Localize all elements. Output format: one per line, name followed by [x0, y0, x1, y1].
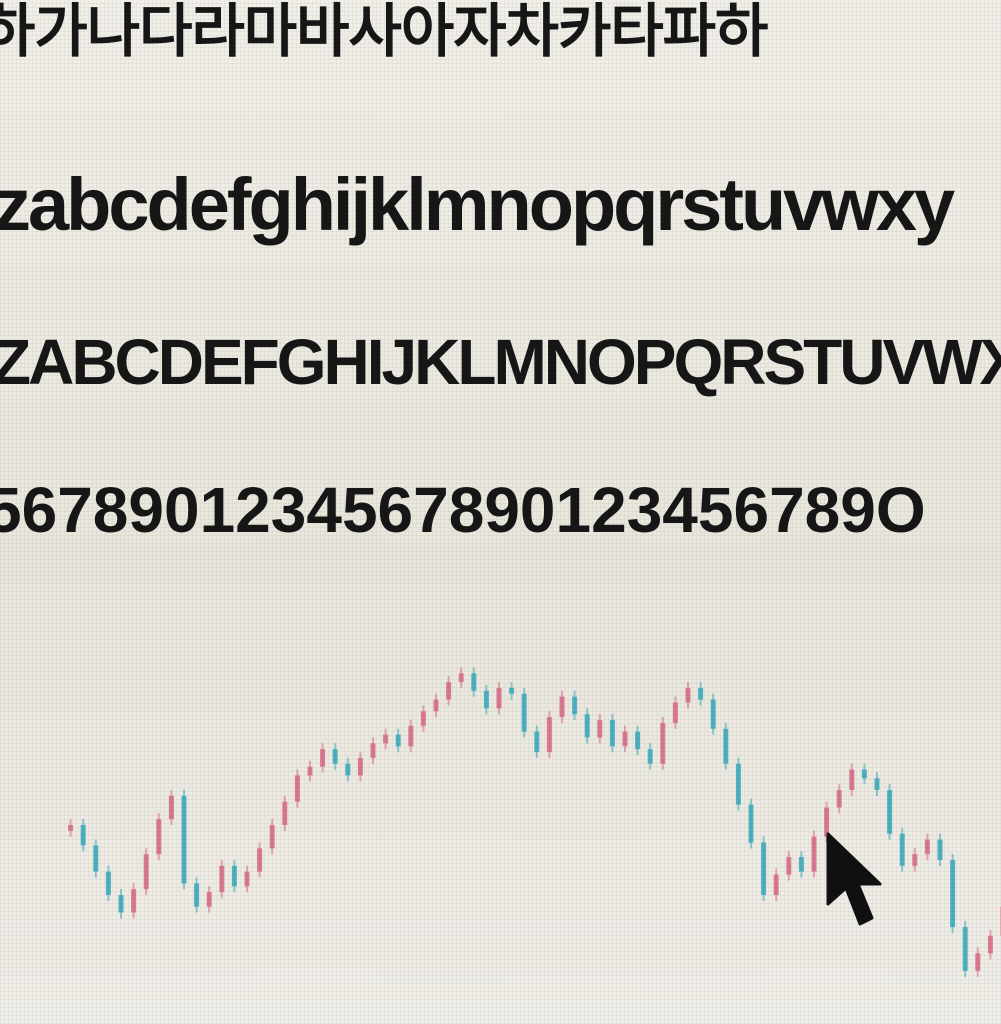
lowercase-sample-line: zabcdefghijklmnopqrstuvwxy: [0, 163, 955, 246]
candle-body: [710, 699, 716, 729]
candle-body: [294, 775, 300, 802]
candle-body: [761, 842, 767, 895]
candle-body: [622, 731, 628, 747]
candle-body: [269, 825, 275, 849]
candle-body: [597, 720, 603, 738]
candle-body: [383, 734, 389, 744]
candle-body: [257, 848, 263, 872]
candle-body: [483, 690, 489, 709]
candle-body: [408, 725, 414, 747]
candle-body: [219, 865, 225, 893]
candle-body: [194, 883, 200, 907]
candle-body: [609, 720, 615, 747]
candle-body: [836, 790, 842, 808]
candle-body: [685, 687, 691, 703]
digits-sample-line: 5678901234567890123456789O: [0, 474, 926, 546]
candle-body: [635, 731, 641, 750]
candle-body: [509, 687, 515, 694]
candle-body: [899, 833, 905, 866]
candle-body: [924, 839, 930, 855]
candle-body: [471, 673, 477, 691]
price-chart[interactable]: [0, 600, 1001, 1024]
candle-body: [433, 699, 439, 712]
candle-body: [282, 801, 288, 825]
candle-body: [950, 860, 956, 928]
candle-body: [156, 819, 162, 855]
candle-body: [307, 766, 313, 776]
candle-body: [786, 857, 792, 875]
candle-body: [962, 927, 968, 971]
candle-body: [773, 874, 779, 895]
candle-body: [572, 696, 578, 715]
candle-body: [105, 871, 111, 895]
candle-body: [496, 687, 502, 709]
candle-body: [345, 763, 351, 776]
candle-body: [446, 682, 452, 700]
candle-body: [660, 722, 666, 764]
candle-body: [647, 749, 653, 764]
candle-body: [723, 728, 729, 764]
candle-body: [937, 839, 943, 860]
candle-body: [320, 749, 326, 767]
candle-body: [231, 865, 237, 887]
candle-body: [748, 804, 754, 843]
candle-series: [68, 667, 1001, 977]
candle-body: [395, 734, 401, 747]
candle-body: [874, 778, 880, 790]
candle-body: [118, 895, 124, 913]
candle-body: [168, 795, 174, 820]
candle-body: [181, 795, 187, 884]
candle-body: [559, 696, 565, 718]
candle-body: [244, 871, 250, 887]
candle-body: [534, 731, 540, 753]
candle-body: [131, 889, 137, 913]
candle-body: [80, 825, 86, 846]
candle-body: [912, 854, 918, 866]
candle-body: [458, 673, 464, 683]
candle-body: [824, 807, 830, 837]
candle-body: [672, 702, 678, 723]
candle-body: [206, 892, 212, 907]
candle-body: [861, 769, 867, 779]
candle-body: [332, 749, 338, 764]
candle-body: [584, 714, 590, 738]
candle-body: [735, 763, 741, 805]
candle-body: [521, 693, 527, 732]
candle-body: [357, 757, 363, 776]
candle-body: [143, 854, 149, 890]
price-chart-canvas[interactable]: [0, 600, 1001, 1024]
candle-body: [987, 935, 993, 954]
candle-body: [546, 717, 552, 753]
candle-body: [420, 711, 426, 726]
candle-body: [798, 857, 804, 872]
candle-body: [811, 836, 817, 872]
candle-body: [68, 825, 74, 831]
candle-body: [93, 845, 99, 872]
candle-body: [975, 953, 981, 971]
uppercase-sample-line: ZABCDEFGHIJKLMNOPQRSTUVWXY: [0, 326, 1001, 398]
candle-body: [849, 769, 855, 790]
candle-body: [887, 790, 893, 834]
candle-body: [698, 687, 704, 700]
arrow-cursor-icon: [826, 832, 886, 932]
candle-body: [370, 743, 376, 758]
hangul-sample-line: 하가나다라마바사아자차카타파하: [0, 0, 768, 65]
